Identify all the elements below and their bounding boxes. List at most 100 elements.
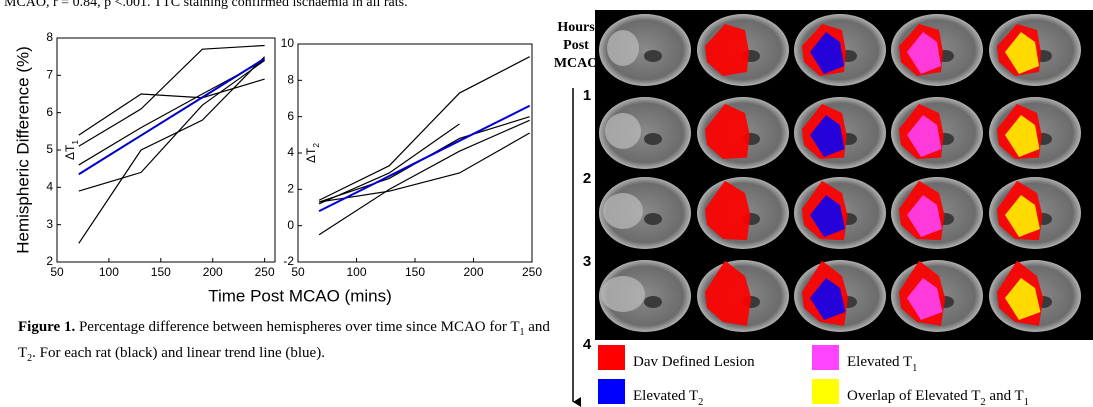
y-tick-label: 4 [46, 180, 53, 194]
x-tick-label: 150 [151, 265, 171, 279]
hour-label: 1 [583, 87, 591, 104]
legend-swatch [598, 379, 625, 404]
text-part: and T [986, 388, 1024, 404]
y-tick-label: 6 [287, 109, 294, 123]
legend-swatch [598, 345, 625, 370]
legend-label: Elevated T2 [633, 388, 703, 407]
legend-swatch [812, 379, 839, 404]
y-axis-label: ΔT2 [304, 143, 321, 163]
series-line [318, 132, 530, 203]
lesion [705, 180, 751, 241]
hour-label: 2 [583, 170, 591, 187]
series-line [78, 78, 265, 136]
caption-label: Figure 1. [18, 319, 76, 335]
y-tick-label: -2 [283, 254, 294, 268]
legend-swatch [812, 345, 839, 370]
overlay [1005, 115, 1040, 157]
hours-title: Hours [557, 20, 595, 35]
text-part: Elevated T [847, 354, 912, 370]
text-part: Percentage difference between hemisphere… [75, 319, 520, 335]
overlay [810, 195, 845, 237]
y-tick-label: 7 [46, 68, 53, 82]
series-line [318, 123, 460, 205]
legend-label: Elevated T1 [847, 354, 917, 373]
series-line [78, 57, 266, 176]
series-line [78, 59, 265, 192]
x-tick-label: 50 [291, 265, 305, 279]
overlay [1005, 195, 1040, 237]
x-axis-label: Time Post MCAO (mins) [208, 286, 392, 305]
hour-label: 3 [583, 253, 591, 270]
overlay [1005, 32, 1039, 74]
x-tick-label: 200 [463, 265, 483, 279]
overlay [907, 32, 941, 74]
subscript: 1 [519, 327, 525, 338]
subscript: 2 [980, 397, 985, 407]
hyperintensity [603, 193, 643, 229]
series-line [318, 119, 530, 236]
overlay [907, 115, 942, 157]
series-line [78, 44, 265, 147]
overlay [810, 32, 844, 74]
subscript: 2 [27, 353, 33, 364]
subscript: 1 [70, 140, 80, 145]
text-part: Overlap of Elevated T [847, 388, 980, 404]
y-tick-label: 8 [287, 73, 294, 87]
overlay [907, 278, 943, 320]
ventricle [644, 133, 662, 145]
ventricle [644, 296, 662, 308]
y-tick-label: 3 [46, 217, 53, 231]
y-tick-label: 8 [46, 30, 53, 44]
x-tick-label: 50 [50, 265, 64, 279]
hours-title: MCAO [554, 56, 598, 71]
overlay [907, 195, 942, 237]
caption-text: Percentage difference between hemisphere… [18, 319, 550, 364]
plot-frame [297, 43, 533, 263]
overlay [810, 278, 846, 320]
subscript: 2 [698, 397, 703, 407]
series-line [318, 56, 530, 201]
text-part: and T [18, 319, 550, 361]
lesion [705, 24, 749, 76]
hours-title: Post [563, 38, 589, 53]
y-tick-label: 0 [287, 218, 294, 232]
text-part: Dav Defined Lesion [633, 354, 755, 370]
ventricle [644, 50, 662, 62]
hyperintensity [607, 30, 639, 66]
y-tick-label: 6 [46, 105, 53, 119]
x-tick-label: 150 [405, 265, 425, 279]
x-tick-label: 250 [255, 265, 275, 279]
y-tick-label: 10 [281, 36, 295, 50]
hyperintensity [601, 276, 645, 312]
ventricle [644, 213, 662, 225]
series-line [318, 104, 531, 213]
lesion [705, 103, 750, 159]
x-tick-label: 100 [99, 265, 119, 279]
x-tick-label: 100 [346, 265, 366, 279]
y-tick-label: 4 [287, 145, 294, 159]
hour-label: 4 [583, 336, 592, 353]
text-part: ΔT [304, 147, 318, 163]
lesion [705, 260, 752, 326]
overlay [1005, 278, 1041, 320]
legend-label: Overlap of Elevated T2 and T1 [847, 388, 1029, 407]
subscript: 1 [912, 363, 917, 374]
mri-grid [599, 14, 1081, 332]
y-tick-label: 2 [287, 182, 294, 196]
text-part: . For each rat (black) and linear trend … [32, 345, 325, 361]
text-part: ΔT [63, 144, 77, 160]
y-axis-label: ΔT1 [63, 140, 80, 160]
legend-label: Dav Defined Lesion [633, 354, 755, 370]
subscript: 1 [1024, 397, 1029, 407]
series-line [78, 56, 266, 244]
x-tick-label: 250 [522, 265, 542, 279]
subscript: 2 [311, 143, 321, 148]
y-axis-label: Hemispheric Difference (%) [13, 46, 32, 254]
overlay [810, 115, 845, 157]
y-tick-label: 5 [46, 142, 53, 156]
text-part: Elevated T [633, 388, 698, 404]
top-text: MCAO, r = 0.84, p <.001. TTC staining co… [4, 0, 408, 10]
hyperintensity [605, 113, 641, 149]
